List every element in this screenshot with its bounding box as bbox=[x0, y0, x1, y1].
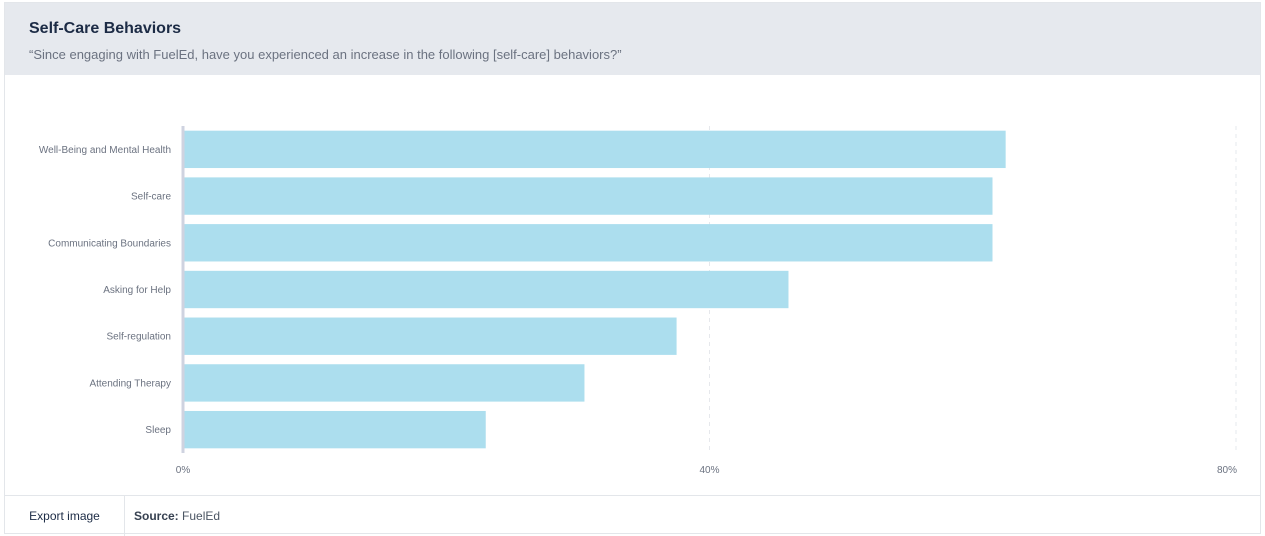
category-label: Self-regulation bbox=[107, 332, 171, 343]
bar bbox=[183, 224, 993, 262]
category-label: Well-Being and Mental Health bbox=[39, 145, 171, 156]
source-label: Source: bbox=[134, 508, 179, 523]
chart-card: Self-Care Behaviors “Since engaging with… bbox=[4, 2, 1261, 536]
chart-title: Self-Care Behaviors bbox=[29, 20, 182, 37]
bar bbox=[183, 317, 677, 355]
x-tick-label: 0% bbox=[176, 465, 191, 476]
category-label: Self-care bbox=[131, 192, 171, 203]
source-value: FuelEd bbox=[182, 508, 221, 523]
chart-header: Self-Care Behaviors “Since engaging with… bbox=[5, 3, 1260, 75]
bar bbox=[183, 364, 585, 402]
chart-footer: Export image Source: FuelEd bbox=[5, 495, 1260, 536]
bar bbox=[183, 410, 486, 449]
x-tick-label: 80% bbox=[1217, 465, 1237, 476]
x-tick-label: 40% bbox=[699, 465, 719, 476]
category-label: Sleep bbox=[145, 425, 171, 436]
export-image-button[interactable]: Export image bbox=[5, 495, 125, 536]
bar bbox=[183, 177, 993, 215]
category-label: Communicating Boundaries bbox=[48, 238, 171, 249]
source-note: Source: FuelEd bbox=[125, 509, 220, 523]
category-label: Asking for Help bbox=[103, 285, 171, 296]
bar bbox=[183, 270, 789, 309]
bar bbox=[183, 130, 1006, 169]
category-label: Attending Therapy bbox=[89, 378, 171, 389]
bar-chart: Well-Being and Mental Health Self-care Com… bbox=[39, 126, 1237, 476]
chart-area: Well-Being and Mental Health Self-care Com… bbox=[5, 75, 1260, 495]
chart-subtitle: “Since engaging with FuelEd, have you ex… bbox=[29, 47, 622, 62]
